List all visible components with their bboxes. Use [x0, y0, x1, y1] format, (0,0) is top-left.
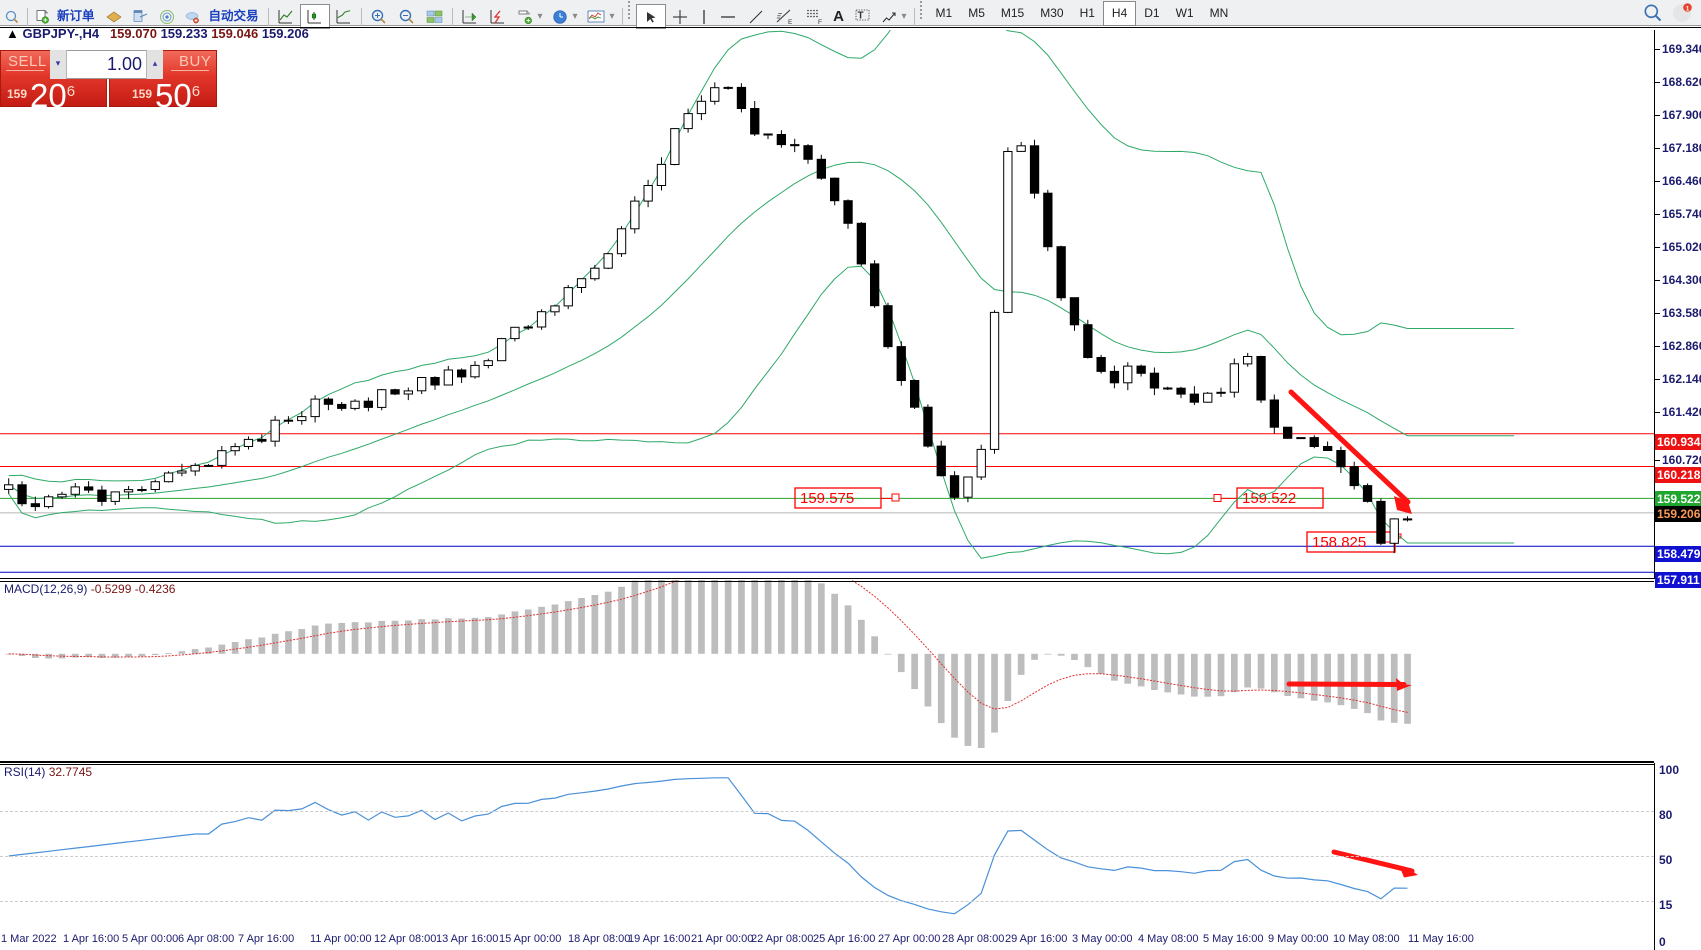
svg-text:159.575: 159.575 [800, 490, 854, 507]
svg-text:F: F [818, 19, 822, 25]
svg-text:E: E [788, 19, 793, 25]
svg-text:159.522: 159.522 [1242, 490, 1296, 507]
svg-text:T: T [857, 10, 863, 21]
svg-text:158.825: 158.825 [1312, 534, 1366, 551]
